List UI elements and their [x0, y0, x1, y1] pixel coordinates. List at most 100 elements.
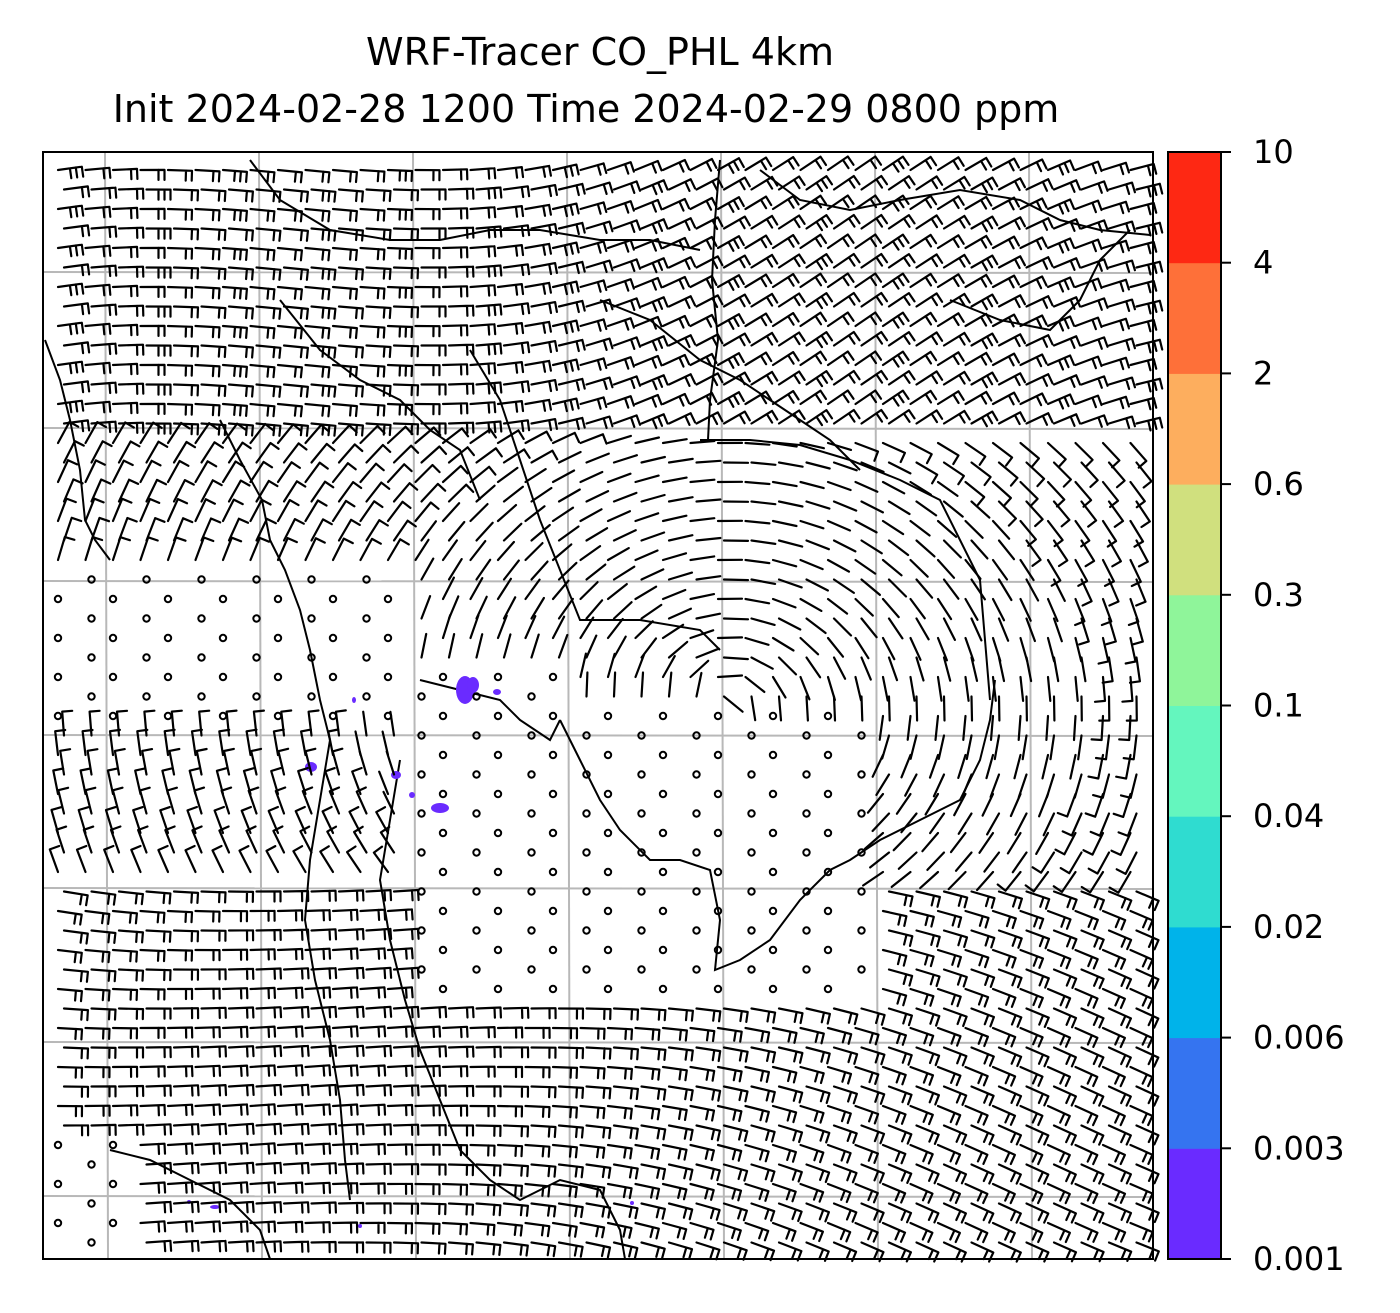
wind-barb	[282, 967, 310, 980]
wind-barb	[640, 1163, 667, 1181]
wind-barb	[989, 714, 995, 741]
wind-barb	[887, 539, 910, 557]
wind-barb	[1042, 812, 1056, 837]
wind-barb	[716, 1182, 743, 1202]
wind-barb	[304, 461, 329, 484]
wind-barb	[585, 1046, 612, 1060]
wind-barb	[826, 155, 855, 172]
wind-barb	[310, 1044, 338, 1058]
wind-barb	[502, 1163, 529, 1178]
wind-barb	[970, 929, 996, 949]
wind-barb	[887, 1124, 913, 1145]
wind-barb	[832, 408, 861, 425]
wind-barb-calm	[53, 1140, 63, 1150]
wind-barb	[331, 462, 357, 484]
wind-barb	[996, 870, 1022, 892]
wind-barb	[524, 320, 552, 334]
wind-barb	[1080, 297, 1109, 311]
wind-barb	[111, 323, 139, 337]
wind-barb	[84, 786, 97, 815]
wind-barb	[276, 402, 303, 418]
wind-barb	[606, 434, 632, 445]
wind-barb	[936, 597, 953, 621]
wind-barb	[579, 1104, 606, 1120]
wind-barb	[854, 480, 879, 493]
wind-barb	[172, 968, 200, 981]
wind-barb	[1129, 240, 1158, 255]
wind-barb	[722, 254, 751, 269]
wind-barb	[826, 1065, 853, 1085]
wind-barb	[909, 1143, 934, 1165]
wind-barb	[84, 459, 106, 484]
wind-barb	[744, 441, 771, 446]
wind-barb	[1080, 1163, 1105, 1185]
wind-barb	[502, 559, 520, 581]
wind-barb	[111, 167, 139, 181]
wind-barb	[826, 636, 845, 658]
wind-barb	[887, 253, 916, 269]
wind-barb	[90, 225, 118, 239]
wind-barb	[1129, 162, 1158, 177]
wind-barb	[447, 1241, 474, 1256]
wind-barb	[991, 1143, 1016, 1166]
wind-barb	[90, 968, 117, 983]
wind-barb	[667, 1007, 694, 1022]
wind-barb	[496, 1026, 524, 1039]
wind-barb	[84, 166, 112, 180]
map-panel	[42, 151, 1164, 1263]
wind-barb	[942, 1124, 968, 1146]
wind-barb	[661, 158, 691, 173]
wind-barb	[1046, 315, 1076, 332]
wind-barb	[1025, 656, 1033, 683]
wind-barb	[634, 1104, 661, 1121]
wind-barb	[139, 285, 166, 298]
wind-barb	[942, 617, 956, 641]
wind-barb	[139, 168, 166, 181]
wind-barb	[771, 312, 800, 328]
wind-barb	[661, 236, 691, 251]
wind-barb	[145, 1161, 173, 1175]
wind-barb-calm	[142, 692, 151, 701]
wind-barb	[936, 909, 963, 929]
wind-barb	[1025, 256, 1054, 270]
wind-barb	[496, 1221, 523, 1237]
colorbar-tick-label: 0.003	[1253, 1129, 1345, 1167]
wind-barb	[530, 633, 540, 659]
wind-barb	[1025, 500, 1044, 528]
wind-barb	[661, 197, 691, 212]
wind-barb	[365, 344, 392, 359]
wind-barb	[1107, 181, 1136, 195]
wind-barb	[166, 207, 194, 221]
wind-barb	[310, 227, 337, 242]
wind-barb-calm	[747, 809, 756, 818]
wind-barb-calm	[438, 984, 448, 994]
wind-barb	[337, 266, 364, 281]
wind-barb	[832, 1124, 858, 1144]
wind-barb	[585, 452, 610, 464]
wind-barb	[942, 695, 946, 722]
wind-barb	[557, 416, 586, 431]
wind-barb-calm	[658, 906, 668, 916]
wind-barb	[991, 352, 1020, 367]
wind-barb-calm	[747, 926, 756, 935]
wind-barb	[915, 1046, 941, 1067]
wind-barb	[221, 460, 246, 484]
wind-barb	[881, 1065, 907, 1086]
wind-barb	[744, 1104, 770, 1123]
wind-barb	[168, 747, 181, 776]
wind-barb-calm	[713, 789, 723, 799]
wind-barb	[854, 311, 883, 328]
wind-barb	[1107, 298, 1136, 312]
wind-barb	[249, 1142, 277, 1155]
wind-barb-calm	[87, 614, 96, 623]
wind-barb	[634, 1065, 661, 1081]
wind-barb	[1035, 831, 1050, 855]
wind-barb-calm	[603, 906, 613, 916]
wind-barb	[496, 283, 525, 296]
wind-barb	[145, 478, 168, 503]
wind-barb	[689, 391, 718, 406]
wind-barb	[832, 330, 861, 347]
wind-barb	[255, 890, 282, 903]
wind-barb	[172, 1200, 200, 1214]
wind-barb	[166, 1065, 194, 1078]
